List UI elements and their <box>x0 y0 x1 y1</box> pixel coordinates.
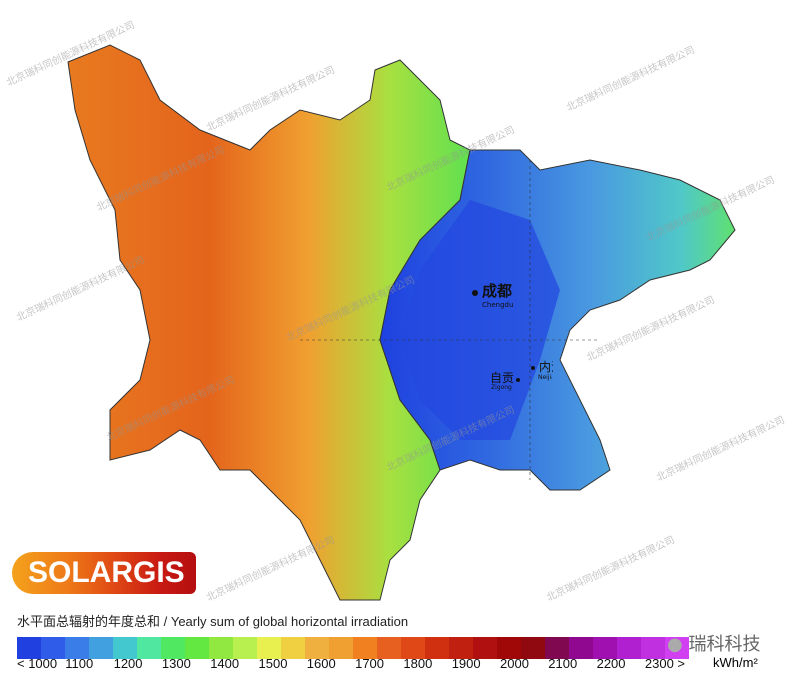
legend-swatch <box>353 637 377 659</box>
basin-core <box>400 200 560 440</box>
legend-unit: kWh/m² <box>713 655 758 670</box>
legend-tick-label: 2000 <box>500 656 529 671</box>
legend-swatch <box>137 637 161 659</box>
legend-swatch <box>425 637 449 659</box>
legend-tick-label: < 1000 <box>17 656 58 671</box>
legend-swatch <box>473 637 497 659</box>
legend-swatch <box>233 637 257 659</box>
western-region <box>67 44 471 601</box>
legend-title: 水平面总辐射的年度总和 / Yearly sum of global horiz… <box>17 614 409 629</box>
legend-tick-label: 1500 <box>258 656 288 671</box>
legend-tick-label: 2300 > <box>644 656 686 671</box>
logo-text: SOLARGIS <box>28 556 185 589</box>
legend-swatch <box>41 637 65 659</box>
legend-color-bar <box>17 637 689 659</box>
city-label-en: Chengdu <box>482 301 514 309</box>
city-dot-chengdu <box>472 290 478 296</box>
legend-swatch <box>449 637 473 659</box>
legend-swatch <box>545 637 569 659</box>
legend-tick-label: 1300 <box>161 656 191 671</box>
legend-swatch <box>377 637 401 659</box>
legend-swatch <box>329 637 353 659</box>
legend-tick-label: 1200 <box>113 656 143 671</box>
legend-swatch <box>185 637 209 659</box>
legend-swatch <box>497 637 521 659</box>
legend-swatch <box>521 637 545 659</box>
city-label-cn: 自贡 <box>490 371 515 385</box>
city-dot-zigong <box>516 378 520 382</box>
legend-tick-label: 1400 <box>210 656 240 671</box>
legend-tick-label: 1900 <box>451 656 481 671</box>
legend-swatch <box>257 637 281 659</box>
legend-swatch <box>17 637 41 659</box>
city-label-en: Neijiang <box>538 374 552 381</box>
legend-swatch <box>209 637 233 659</box>
legend-tick-label: 1800 <box>403 656 433 671</box>
wechat-watermark: ● 瑞科科技 <box>667 630 760 656</box>
legend-swatch <box>401 637 425 659</box>
legend-swatch <box>161 637 185 659</box>
legend-tick-label: 1100 <box>65 656 94 671</box>
legend-swatch <box>569 637 593 659</box>
legend-swatch <box>281 637 305 659</box>
legend-tick-label: 1600 <box>306 656 336 671</box>
legend-tick-label: 2100 <box>548 656 578 671</box>
legend-swatch <box>89 637 113 659</box>
city-dot-neijiang <box>531 366 535 370</box>
legend-swatch <box>617 637 641 659</box>
legend-swatch <box>665 637 689 659</box>
legend-swatch <box>305 637 329 659</box>
wechat-icon: ● <box>667 634 683 655</box>
city-label-en: Zigong <box>491 384 512 391</box>
legend-swatch <box>593 637 617 659</box>
legend-swatch <box>65 637 89 659</box>
legend-swatch <box>113 637 137 659</box>
wechat-label: 瑞科科技 <box>688 634 761 655</box>
city-label-cn: 内江 <box>539 360 553 374</box>
solargis-logo: SOLARGIS <box>12 552 196 594</box>
legend-swatch <box>641 637 665 659</box>
legend-tick-label: 2200 <box>596 656 626 671</box>
legend-tick-label: 1700 <box>355 656 385 671</box>
legend-ticks: < 1000 1100 1200 1300 1400 1500 1600 1700 1800 19… <box>0 656 800 676</box>
city-label-cn: 成都 <box>482 282 513 300</box>
